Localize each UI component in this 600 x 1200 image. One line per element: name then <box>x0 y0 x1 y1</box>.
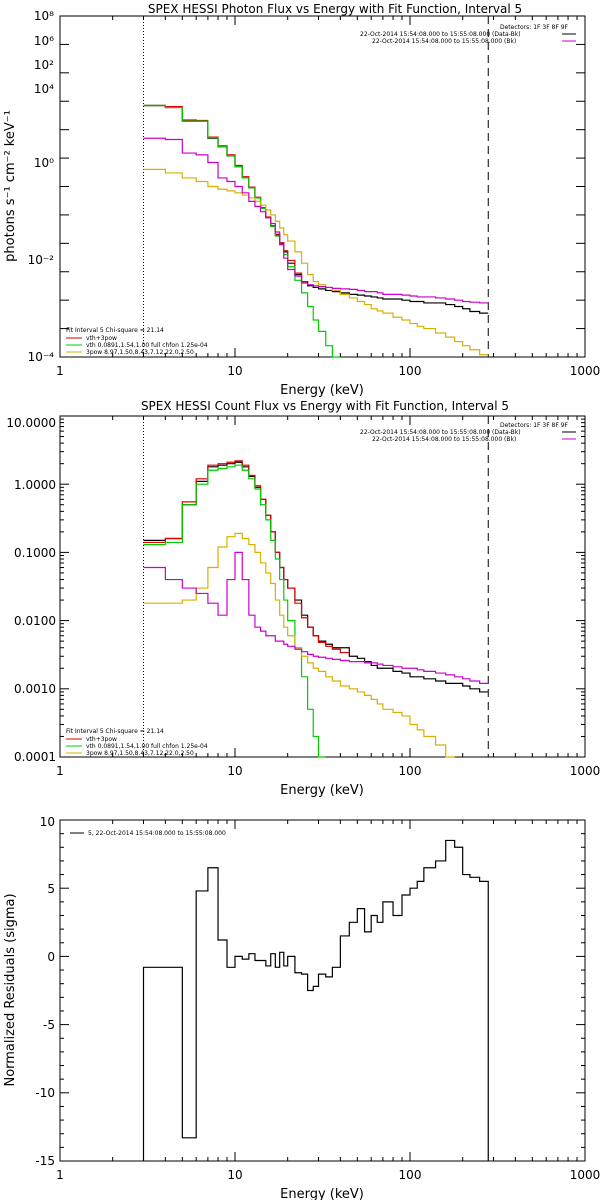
count-flux-y-tick-label: 0.0001 <box>14 750 56 764</box>
residuals-y-tick-label: -10 <box>35 1086 55 1100</box>
photon-flux-legend-bottom: Fit Interval 5 Chi-square = 21.14 vth+3p… <box>66 327 208 356</box>
count-flux-y-tick-label: 10.0000 <box>6 416 56 430</box>
residuals-y-tick-label: 0 <box>47 950 55 964</box>
series-vth <box>143 464 326 758</box>
photon-flux-y-tick-label: 10⁴ <box>34 82 54 96</box>
residuals-panel: -15 -10 -5 0 5 10 1 10 100 1000 Energy (… <box>3 815 600 1200</box>
photon-flux-x-tick-label: 10 <box>227 364 242 378</box>
photon-flux-y-tick-label: 10⁶ <box>34 34 54 48</box>
residuals-y-tick-label: 10 <box>40 815 55 829</box>
photon-flux-x-axis-label: Energy (keV) <box>280 383 364 398</box>
photon-flux-legend-top: Detectors: 1F 3F 8F 9F 22-Oct-2014 15:54… <box>360 24 576 45</box>
legend-entry-residuals: 5, 22-Oct-2014 15:54:08.000 to 15:55:08.… <box>88 830 226 837</box>
residuals-x-tick-label: 1000 <box>570 1168 600 1182</box>
photon-flux-x-tick-label: 1 <box>56 364 64 378</box>
photon-flux-y-tick-label: 10⁻⁴ <box>28 350 55 364</box>
count-flux-x-tick-label: 10 <box>227 764 242 778</box>
photon-flux-y-axis-label: photons s⁻¹ cm⁻² keV⁻¹ <box>3 110 18 262</box>
count-flux-y-tick-label: 0.0100 <box>14 614 56 628</box>
series-bk <box>143 551 489 684</box>
legend-entry-bk: 22-Oct-2014 15:54:08.000 to 15:55:08.000… <box>372 38 516 45</box>
residuals-x-tick-label: 100 <box>399 1168 422 1182</box>
residuals-y-tick-label: -5 <box>43 1018 55 1032</box>
legend-fit-header: Fit Interval 5 Chi-square = 21.14 <box>66 327 164 334</box>
count-flux-y-tick-label: 1.0000 <box>14 478 56 492</box>
legend-entry-3pow: 3pow 8.97,1.50,8.43,7.12,22.0,2.50 <box>86 750 194 757</box>
legend-entry-vth-3pow: vth+3pow <box>86 335 117 342</box>
residuals-x-axis-label: Energy (keV) <box>280 1187 364 1200</box>
series-bk <box>143 137 489 304</box>
photon-flux-x-tick-label: 1000 <box>570 364 600 378</box>
legend-entry-vth: vth 0.0891,1.54,1.00 full chfon 1.25e-04 <box>86 743 208 750</box>
count-flux-ticks <box>59 416 585 758</box>
photon-flux-x-tick-label: 100 <box>399 364 422 378</box>
photon-flux-reference-lines <box>142 16 489 357</box>
series-data <box>143 461 489 693</box>
legend-entry-vth-3pow: vth+3pow <box>86 736 117 743</box>
residuals-x-tick-label: 10 <box>227 1168 242 1182</box>
count-flux-x-tick-label: 1 <box>56 764 64 778</box>
count-flux-legend-top: Detectors: 1F 3F 8F 9F 22-Oct-2014 15:54… <box>360 422 576 443</box>
count-flux-series <box>143 460 489 758</box>
legend-entry-data: 22-Oct-2014 15:54:08.000 to 15:55:08.000… <box>360 31 521 38</box>
legend-entry-data: 22-Oct-2014 15:54:08.000 to 15:55:08.000… <box>360 429 521 436</box>
series-vth+3pow <box>143 104 308 283</box>
legend-fit-header: Fit Interval 5 Chi-square = 21.14 <box>66 728 164 735</box>
legend-entry-vth: vth 0.0891,1.54,1.00 full chfon 1.25e-04 <box>86 342 208 349</box>
count-flux-plot-frame <box>59 415 586 758</box>
series-3pow <box>143 532 455 758</box>
count-flux-reference-lines <box>142 416 489 757</box>
residuals-plot-frame <box>59 819 586 1162</box>
photon-flux-panel: SPEX HESSI Photon Flux vs Energy with Fi… <box>3 2 600 398</box>
residuals-x-tick-label: 1 <box>56 1168 64 1182</box>
count-flux-title: SPEX HESSI Count Flux vs Energy with Fit… <box>141 399 509 413</box>
count-flux-y-tick-label: 0.1000 <box>14 546 56 560</box>
count-flux-x-tick-label: 100 <box>399 764 422 778</box>
photon-flux-plot-frame <box>59 15 586 358</box>
residuals-legend: 5, 22-Oct-2014 15:54:08.000 to 15:55:08.… <box>70 830 226 837</box>
legend-detectors: Detectors: 1F 3F 8F 9F <box>500 422 569 429</box>
legend-entry-bk: 22-Oct-2014 15:54:08.000 to 15:55:08.000… <box>372 436 516 443</box>
photon-flux-y-tick-label: 10² <box>34 58 54 72</box>
residuals-y-axis-label: Normalized Residuals (sigma) <box>3 893 18 1086</box>
count-flux-x-tick-label: 1000 <box>570 764 600 778</box>
count-flux-x-axis-label: Energy (keV) <box>280 783 364 798</box>
residuals-y-tick-label: 5 <box>47 882 55 896</box>
photon-flux-title: SPEX HESSI Photon Flux vs Energy with Fi… <box>148 2 522 16</box>
photon-flux-y-tick-label: 10⁻² <box>28 253 55 267</box>
series-residuals <box>142 839 489 1161</box>
series-vth+3pow <box>143 460 350 654</box>
photon-flux-ticks <box>59 16 585 358</box>
photon-flux-series <box>143 104 489 358</box>
legend-detectors: Detectors: 1F 3F 8F 9F <box>500 24 569 31</box>
photon-flux-y-tick-label: 10⁰ <box>34 156 54 170</box>
count-flux-legend-bottom: Fit Interval 5 Chi-square = 21.14 vth+3p… <box>66 728 208 757</box>
photon-flux-y-tick-label: 10⁸ <box>34 9 54 23</box>
residuals-series <box>142 839 489 1161</box>
series-vth <box>143 104 341 358</box>
residuals-ticks <box>59 819 585 1162</box>
count-flux-panel: SPEX HESSI Count Flux vs Energy with Fit… <box>6 399 600 798</box>
legend-entry-3pow: 3pow 8.97,1.50,8.43,7.12,22.0,2.50 <box>86 349 194 356</box>
count-flux-y-tick-label: 0.0010 <box>14 682 56 696</box>
residuals-y-tick-label: -15 <box>35 1154 55 1168</box>
series-3pow <box>143 168 489 356</box>
